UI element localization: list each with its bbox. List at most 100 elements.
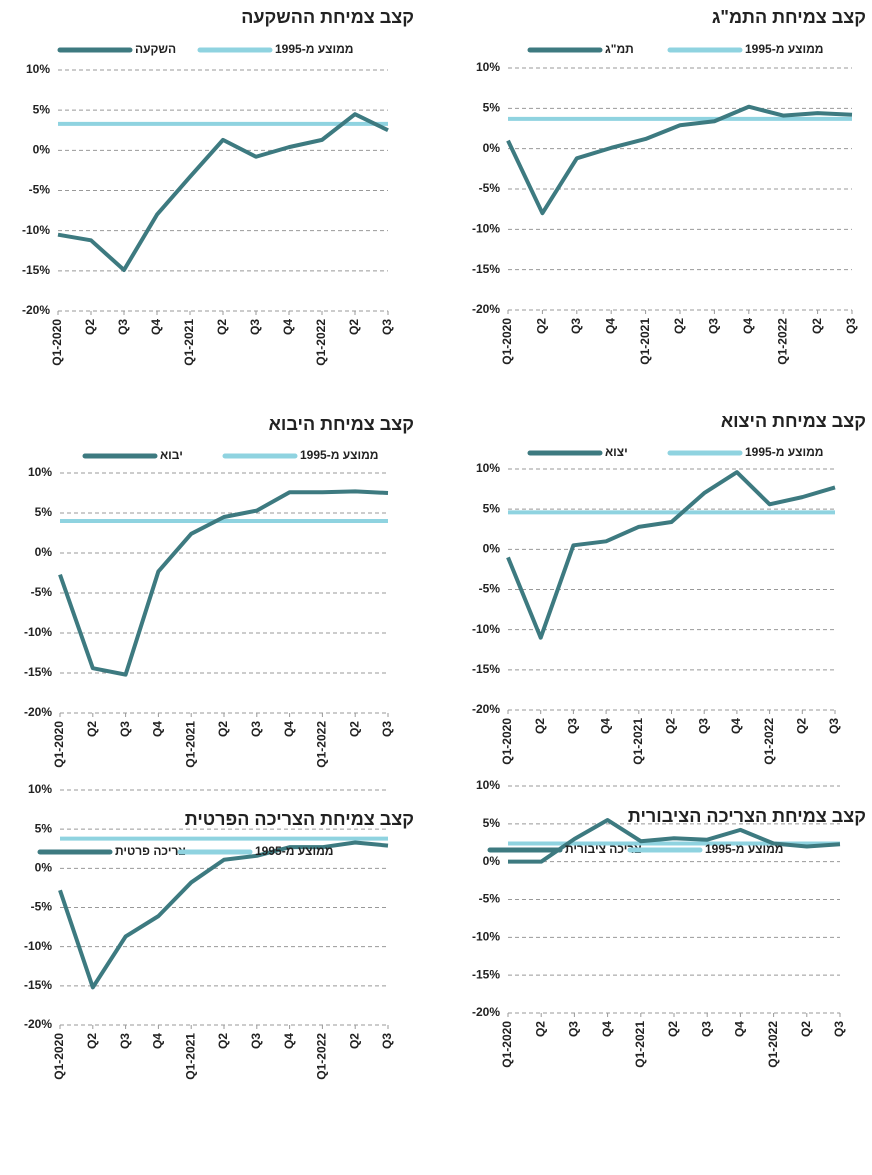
chart-title: קצב צמיחת התמ"ג (712, 7, 866, 27)
x-tick-label: Q1-2022 (766, 1021, 780, 1068)
x-tick-label: Q2 (799, 1021, 813, 1037)
chart-title: קצב צמיחת ההשקעה (241, 7, 414, 27)
y-tick-label: 0% (33, 143, 51, 157)
y-tick-label: -10% (24, 625, 52, 639)
x-tick-label: Q4 (151, 1033, 165, 1049)
y-tick-label: 10% (28, 782, 52, 796)
y-tick-label: -15% (24, 978, 52, 992)
y-tick-label: 10% (476, 461, 500, 475)
legend-label: צריכה פרטית (115, 844, 186, 858)
y-tick-label: 0% (483, 854, 501, 868)
x-tick-label: Q3 (567, 1021, 581, 1037)
chart-title: קצב צמיחת היצוא (721, 411, 866, 431)
y-tick-label: -20% (24, 1017, 52, 1031)
x-tick-label: Q1-2020 (52, 721, 66, 768)
chart-title: קצב צמיחת הצריכה הציבורית (628, 806, 866, 826)
y-tick-label: -5% (479, 582, 501, 596)
x-tick-label: Q3 (832, 1021, 846, 1037)
y-tick-label: -15% (24, 665, 52, 679)
y-tick-label: -5% (479, 892, 501, 906)
y-tick-label: 5% (483, 101, 501, 115)
x-tick-label: Q3 (380, 319, 394, 335)
x-tick-label: Q1-2020 (52, 1033, 66, 1080)
x-tick-label: Q1-2021 (638, 318, 652, 365)
series-line (58, 840, 389, 990)
x-tick-label: Q1-2022 (314, 319, 328, 366)
y-tick-label: 10% (28, 465, 52, 479)
legend-label: ממוצע מ-1995 (745, 42, 824, 56)
x-tick-label: Q2 (83, 319, 97, 335)
x-tick-label: Q2 (85, 721, 99, 737)
legend-label: ממוצע מ-1995 (275, 42, 354, 56)
x-tick-label: Q2 (347, 319, 361, 335)
x-tick-label: Q2 (672, 318, 686, 334)
x-tick-label: Q3 (696, 718, 710, 734)
x-tick-label: Q4 (282, 721, 296, 737)
y-tick-label: -20% (472, 1005, 500, 1019)
x-tick-label: Q2 (216, 721, 230, 737)
legend-label: צריכה ציבורית (565, 842, 642, 856)
x-tick-label: Q2 (664, 718, 678, 734)
y-tick-label: -20% (24, 705, 52, 719)
x-tick-label: Q1-2021 (183, 1033, 197, 1080)
x-tick-label: Q2 (533, 718, 547, 734)
x-tick-label: Q3 (380, 1033, 394, 1049)
x-tick-label: Q3 (116, 319, 130, 335)
y-tick-label: -10% (22, 223, 50, 237)
x-tick-label: Q4 (282, 1033, 296, 1049)
x-tick-label: Q4 (729, 718, 743, 734)
x-tick-label: Q2 (533, 1021, 547, 1037)
y-tick-label: 10% (476, 778, 500, 792)
y-tick-label: -10% (24, 939, 52, 953)
x-tick-label: Q2 (794, 718, 808, 734)
legend-label: ממוצע מ-1995 (705, 842, 784, 856)
y-tick-label: -10% (472, 222, 500, 236)
x-tick-label: Q3 (707, 318, 721, 334)
y-tick-label: 5% (35, 505, 53, 519)
y-tick-label: -15% (472, 662, 500, 676)
y-tick-label: -15% (22, 263, 50, 277)
legend-label: יצוא (605, 445, 628, 459)
legend-label: ממוצע מ-1995 (255, 844, 334, 858)
x-tick-label: Q1-2020 (50, 319, 64, 366)
x-tick-label: Q3 (249, 1033, 263, 1049)
x-tick-label: Q1-2022 (775, 318, 789, 365)
legend-label: תמ"ג (605, 42, 634, 56)
x-tick-label: Q1-2021 (631, 718, 645, 765)
x-tick-label: Q3 (569, 318, 583, 334)
x-tick-label: Q4 (600, 1021, 614, 1037)
y-tick-label: -20% (472, 302, 500, 316)
x-tick-label: Q3 (566, 718, 580, 734)
series-line (58, 489, 389, 677)
y-tick-label: -20% (22, 303, 50, 317)
x-tick-label: Q2 (85, 1033, 99, 1049)
x-tick-label: Q4 (281, 319, 295, 335)
y-tick-label: 5% (35, 821, 53, 835)
x-tick-label: Q3 (380, 721, 394, 737)
y-tick-label: 5% (483, 501, 501, 515)
x-tick-label: Q3 (844, 318, 858, 334)
x-tick-label: Q4 (603, 318, 617, 334)
legend-label: ממוצע מ-1995 (745, 445, 824, 459)
x-tick-label: Q3 (699, 1021, 713, 1037)
x-tick-label: Q4 (151, 721, 165, 737)
y-tick-label: 5% (483, 816, 501, 830)
x-tick-label: Q1-2020 (500, 318, 514, 365)
x-tick-label: Q1-2022 (315, 721, 329, 768)
x-tick-label: Q2 (535, 318, 549, 334)
y-tick-label: 0% (483, 141, 501, 155)
series-line (506, 104, 853, 216)
y-tick-label: -15% (472, 262, 500, 276)
y-tick-label: -5% (31, 585, 53, 599)
x-tick-label: Q1-2022 (315, 1033, 329, 1080)
x-tick-label: Q4 (733, 1021, 747, 1037)
y-tick-label: 10% (26, 62, 50, 76)
y-tick-label: -5% (29, 183, 51, 197)
y-tick-label: -10% (472, 622, 500, 636)
x-tick-label: Q2 (347, 721, 361, 737)
y-tick-label: 10% (476, 60, 500, 74)
series-line (508, 818, 841, 864)
x-tick-label: Q2 (216, 1033, 230, 1049)
y-tick-label: 5% (33, 102, 51, 116)
y-tick-label: 0% (483, 542, 501, 556)
